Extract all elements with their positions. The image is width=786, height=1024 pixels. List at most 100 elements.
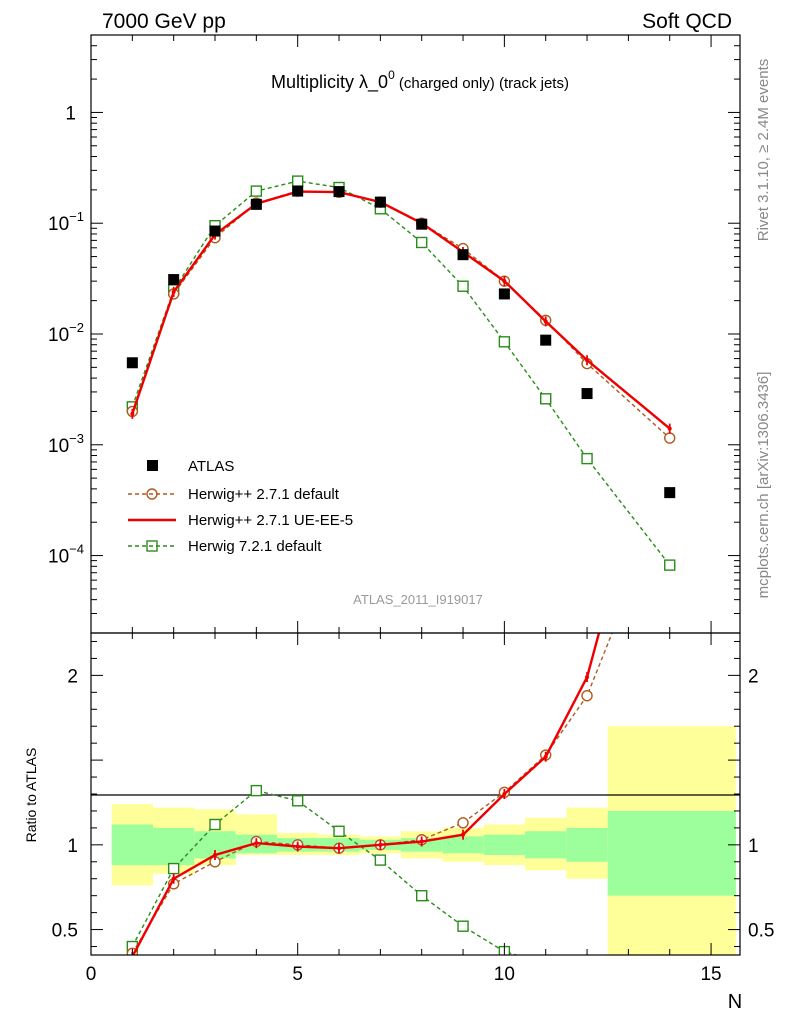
main-y-tick-exponent: −4 (69, 542, 84, 557)
main-y-tick-label: 10−2 (48, 320, 84, 346)
ratio-h271ueee5-point (254, 841, 259, 846)
main-y-tick-base: 10 (48, 547, 69, 568)
ratio-h271ueee5-point (419, 839, 424, 844)
main-h271default-point (664, 432, 676, 444)
ratio-band-inner (566, 827, 608, 862)
ratio-bands (111, 726, 736, 955)
legend-h721default-marker (146, 540, 158, 552)
legend: ATLAS Herwig++ 2.7.1 default Herwig++ 2.… (128, 458, 353, 555)
main-y-tick-label: 10−4 (48, 542, 84, 568)
header-left: 7000 GeV pp (102, 10, 226, 33)
ratio-h721default-point (167, 862, 180, 875)
ratio-y-tick-label-right: 2 (748, 666, 759, 687)
legend-h271default-label: Herwig++ 2.7.1 default (188, 486, 340, 503)
legend-h271ueee5-label: Herwig++ 2.7.1 UE-EE-5 (188, 512, 353, 529)
ratio-band-inner (483, 834, 526, 856)
header-right: Soft QCD (642, 10, 732, 33)
main-h721default-point (581, 452, 593, 465)
main-atlas-point (168, 274, 180, 286)
main-h271ueee5-point (502, 279, 507, 284)
ratio-ylabel: Ratio to ATLAS (23, 748, 39, 843)
ratio-h721default-point (333, 825, 345, 837)
main-y-tick-base: 10 (48, 436, 69, 457)
main-atlas-point (374, 196, 386, 208)
ratio-h271default-point (457, 817, 469, 829)
x-tick-label: 10 (494, 964, 515, 985)
ratio-h271ueee5-point (585, 675, 590, 680)
ratio-h721default-point (209, 818, 221, 831)
ratio-h271ueee5-point (213, 853, 218, 858)
main-h271ueee5-point (585, 358, 590, 363)
main-y-tick-exponent: −3 (69, 431, 84, 446)
main-y-tick-base: 10 (48, 325, 69, 346)
main-y-tick-exponent: −2 (69, 320, 84, 335)
ratio-h271ueee5-point (543, 754, 548, 759)
x-tick-label: 0 (86, 964, 97, 985)
ratio-band-inner (442, 836, 484, 854)
main-h721default-point (664, 559, 676, 571)
ratio-y-tick-label-left: 1 (67, 836, 78, 857)
main-atlas-point (457, 249, 469, 261)
main-atlas-point (209, 225, 221, 237)
main-h721default-point (416, 236, 428, 249)
ratio-h721default-point (416, 889, 428, 902)
legend-atlas-label: ATLAS (188, 458, 234, 475)
ratio-y-tick-label-right: 0.5 (748, 921, 774, 942)
ratio-y-tick-label-right: 1 (748, 836, 759, 857)
side-label-rivet: Rivet 3.1.10, ≥ 2.4M events (755, 59, 772, 242)
ratio-marks (126, 633, 613, 955)
ratio-y-tick-label-left: 2 (67, 666, 78, 687)
legend-h271default-marker (146, 488, 158, 500)
x-axis-label: N (728, 991, 742, 1013)
ratio-plot: Ratio to ATLAS N (23, 632, 742, 1013)
main-atlas-point (416, 218, 428, 230)
main-title-text: Multiplicity λ_0 (271, 72, 388, 93)
main-h721default-point (498, 336, 511, 348)
main-marks (126, 175, 676, 571)
ratio-h271ueee5-point (461, 832, 466, 837)
main-h271ueee5-point (130, 411, 135, 416)
ratio-band-inner (525, 831, 567, 859)
main-h721default-point (291, 175, 304, 187)
main-atlas-point (126, 357, 138, 369)
x-tick-label: 15 (700, 964, 721, 985)
main-y-tick-label: 10−1 (48, 209, 84, 235)
main-h721default-point (540, 393, 552, 405)
main-plot: Multiplicity λ_00 (charged only) (track … (90, 34, 741, 634)
main-title-tail: (charged only) (track jets) (395, 75, 569, 92)
main-atlas-point (540, 334, 552, 346)
ratio-h271ueee5-point (171, 876, 176, 881)
ratio-h721default-point (457, 920, 469, 932)
main-atlas-point (250, 198, 262, 210)
main-y-tick-base: 10 (48, 214, 69, 235)
main-atlas-point (664, 487, 676, 499)
ratio-h271ueee5-point (378, 842, 383, 847)
main-atlas-point (498, 288, 510, 300)
main-y-tick-label: 10−3 (48, 431, 84, 457)
main-title: Multiplicity λ_00 (charged only) (track … (271, 68, 569, 93)
main-h271ueee5-point (171, 289, 176, 294)
main-atlas-point (292, 185, 304, 197)
main-y-tick-label: 1 (65, 103, 76, 124)
main-title-sup: 0 (388, 68, 395, 82)
watermark: ATLAS_2011_I919017 (353, 592, 483, 607)
ratio-h721default-point (291, 795, 304, 807)
main-atlas-point (581, 388, 593, 400)
ratio-y-tick-label-left: 0.5 (52, 921, 78, 942)
ratio-h271ueee5-point (502, 792, 507, 796)
main-y-tick-exponent: −1 (69, 209, 84, 224)
main-h271ueee5-point (667, 426, 672, 431)
main-h721default-point (250, 185, 263, 197)
ratio-h271ueee5-point (295, 844, 300, 849)
legend-atlas-marker (147, 460, 158, 471)
ratio-band-inner (607, 810, 736, 896)
legend-h721default-label: Herwig 7.2.1 default (188, 538, 322, 555)
ratio-h721default-point (250, 784, 263, 797)
ratio-h721default-point (374, 854, 387, 866)
side-label-source: mcplots.cern.ch [arXiv:1306.3436] (755, 372, 772, 599)
ratio-h271default-point (581, 690, 593, 702)
ratio-h271ueee5-point (337, 846, 342, 851)
x-tick-label: 5 (292, 964, 303, 985)
